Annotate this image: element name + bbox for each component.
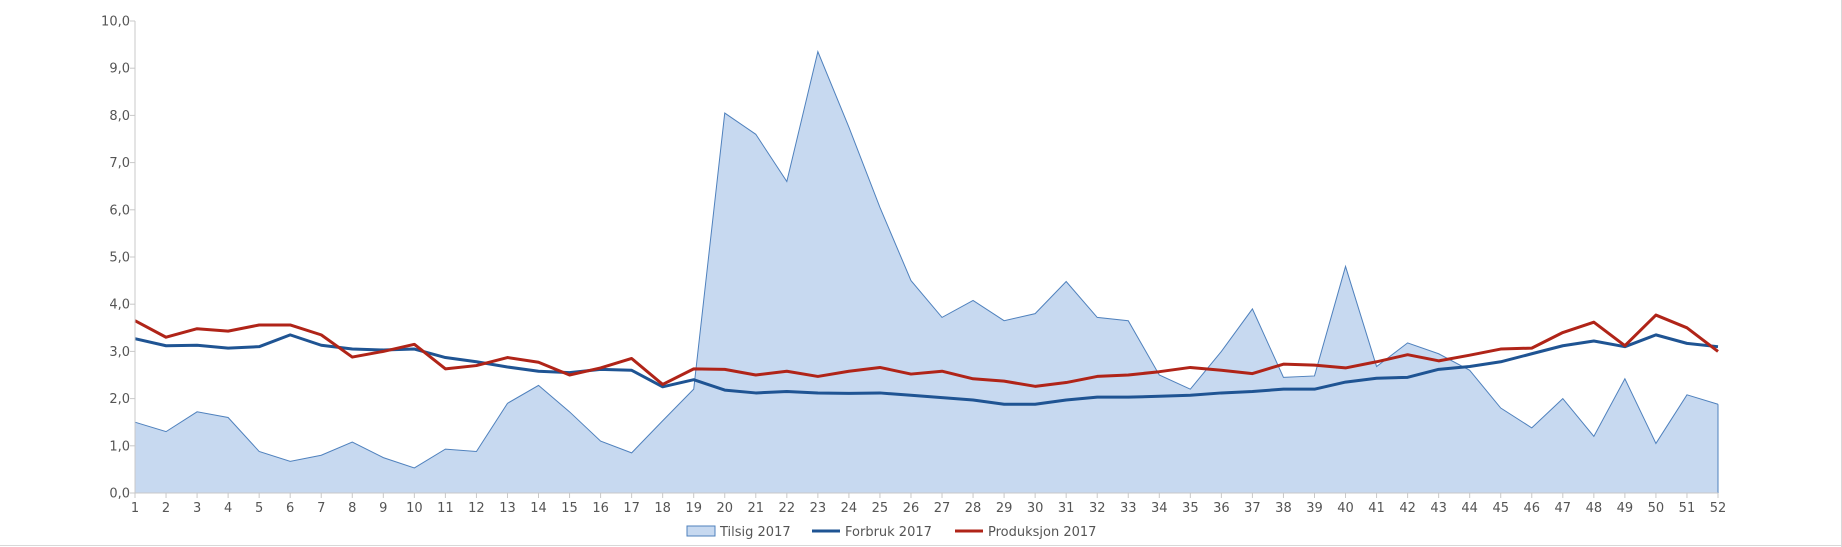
x-tick-label: 28 [965,501,982,516]
x-tick-label: 44 [1461,501,1478,516]
x-tick-label: 52 [1710,501,1727,516]
x-tick-label: 12 [468,501,485,516]
x-tick-label: 19 [685,501,702,516]
y-tick-label: 4,0 [109,298,130,313]
x-tick-label: 18 [654,501,671,516]
series-line-1 [134,333,1719,406]
x-tick-label: 31 [1058,501,1075,516]
legend-label: Forbruk 2017 [845,525,932,540]
x-tick-label: 24 [841,501,858,516]
legend: Tilsig 2017 Forbruk 2017 Produksjon 2017 [686,525,1096,540]
series-area-fill [135,51,1718,494]
x-tick-label: 47 [1555,501,1572,516]
x-tick-label: 39 [1306,501,1323,516]
x-tick-label: 35 [1182,501,1199,516]
y-tick-label: 7,0 [109,156,130,171]
y-tick-label: 0,0 [109,487,130,502]
x-tick-label: 46 [1523,501,1540,516]
x-tick-label: 33 [1120,501,1137,516]
x-tick-label: 36 [1213,501,1230,516]
x-tick-label: 9 [379,501,387,516]
x-tick-label: 38 [1275,501,1292,516]
axes: 0,01,02,03,04,05,06,07,08,09,010,01 2 3 4 5 6… [101,15,1726,517]
legend-label: Produksjon 2017 [988,525,1096,540]
x-tick-label: 27 [934,501,951,516]
x-tick-label: 20 [716,501,733,516]
x-tick-label: 11 [437,501,454,516]
x-tick-label: 50 [1648,501,1665,516]
series-line-2 [134,313,1719,388]
y-tick-label: 1,0 [109,439,130,454]
x-tick-label: 37 [1244,501,1261,516]
plot-area [134,50,1719,494]
x-tick-label: 17 [623,501,640,516]
x-tick-label: 42 [1399,501,1416,516]
x-tick-label: 25 [872,501,889,516]
x-tick-label: 22 [779,501,796,516]
x-tick-label: 32 [1089,501,1106,516]
x-tick-label: 34 [1151,501,1168,516]
x-tick-label: 29 [996,501,1013,516]
x-tick-label: 1 [131,501,139,516]
x-tick-label: 21 [748,501,765,516]
x-tick-label: 30 [1027,501,1044,516]
x-tick-label: 41 [1368,501,1385,516]
x-tick-label: 7 [317,501,325,516]
x-tick-label: 49 [1617,501,1634,516]
x-tick-label: 4 [224,501,232,516]
x-tick-label: 51 [1679,501,1696,516]
x-tick-label: 45 [1492,501,1509,516]
y-tick-label: 10,0 [101,15,130,30]
y-tick-label: 9,0 [109,62,130,77]
y-tick-label: 6,0 [109,203,130,218]
x-tick-label: 23 [810,501,827,516]
y-tick-label: 5,0 [109,251,130,266]
x-tick-label: 40 [1337,501,1354,516]
x-tick-label: 43 [1430,501,1447,516]
x-tick-label: 10 [406,501,423,516]
x-tick-label: 26 [903,501,920,516]
legend-swatch-area [686,525,716,537]
x-tick-label: 13 [499,501,516,516]
x-tick-label: 48 [1586,501,1603,516]
x-tick-label: 2 [162,501,170,516]
x-tick-label: 5 [255,501,263,516]
x-tick-label: 14 [530,501,547,516]
x-tick-label: 16 [592,501,609,516]
y-tick-label: 8,0 [109,109,130,124]
x-tick-label: 8 [348,501,356,516]
y-tick-label: 3,0 [109,345,130,360]
series-area-line [134,50,1719,469]
y-tick-label: 2,0 [109,392,130,407]
legend-label: Tilsig 2017 [719,525,791,540]
x-tick-label: 15 [561,501,578,516]
x-tick-label: 6 [286,501,294,516]
x-tick-label: 3 [193,501,201,516]
